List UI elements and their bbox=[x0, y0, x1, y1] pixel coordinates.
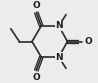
Text: O: O bbox=[32, 73, 40, 82]
Text: N: N bbox=[55, 53, 63, 62]
Text: N: N bbox=[55, 21, 63, 30]
Text: O: O bbox=[32, 1, 40, 10]
Text: O: O bbox=[84, 37, 92, 46]
